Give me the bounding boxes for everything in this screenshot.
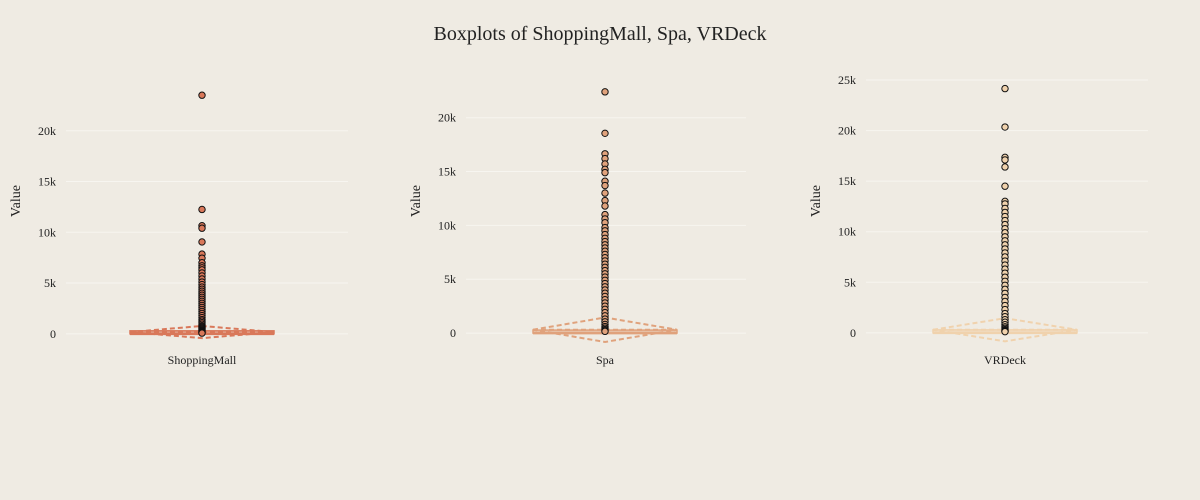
y-tick-label: 15k [438,165,456,179]
outlier-point [601,181,609,190]
x-category-label: Spa [596,353,615,367]
y-tick-label: 15k [838,174,856,188]
y-tick-label: 20k [38,124,56,138]
outlier-point [601,88,609,96]
outlier-point [1001,156,1009,164]
outlier-point [198,205,206,214]
y-tick-label: 25k [838,73,856,87]
outlier-point [601,189,609,197]
y-tick-label: 5k [444,272,456,286]
y-tick-label: 5k [844,275,856,289]
outlier-point [198,91,206,99]
x-category-label: ShoppingMall [168,353,237,367]
y-tick-label: 20k [438,111,456,125]
y-tick-label: 10k [38,225,56,239]
outlier-point [1001,327,1009,336]
outlier-point [601,327,609,336]
outlier-point [1001,84,1009,93]
panel-spa: 0 5k 10k 15k 20k Value Spa [409,88,746,367]
y-axis-label: Value [409,185,424,217]
y-tick-label: 0 [50,327,56,341]
panel-vrdeck: 0 5k 10k 15k 20k 25k Value VRDeck [809,73,1148,367]
y-tick-label: 10k [438,218,456,232]
outlier-point [601,168,609,177]
outlier-point [601,202,609,210]
y-tick-label: 5k [44,276,56,290]
outlier-point [198,329,206,337]
outlier-point [198,224,206,232]
chart-title: Boxplots of ShoppingMall, Spa, VRDeck [434,23,767,45]
outlier-point [1001,182,1009,190]
y-tick-label: 10k [838,225,856,239]
panel-shoppingmall: 0 5k 10k 15k 20k Value ShoppingMall [9,91,348,367]
y-tick-label: 0 [450,326,456,340]
outlier-point [1001,163,1009,171]
y-tick-label: 0 [850,326,856,340]
y-axis-label: Value [9,185,24,217]
y-tick-label: 15k [38,175,56,189]
outlier-point [1001,123,1009,131]
y-tick-label: 20k [838,124,856,138]
panels: 0 5k 10k 15k 20k Value ShoppingMall 0 5k 10k 15k 20… [9,73,1148,367]
x-category-label: VRDeck [984,353,1026,367]
y-axis-label: Value [809,185,824,217]
outlier-point [601,129,609,138]
outlier-point [198,238,206,246]
